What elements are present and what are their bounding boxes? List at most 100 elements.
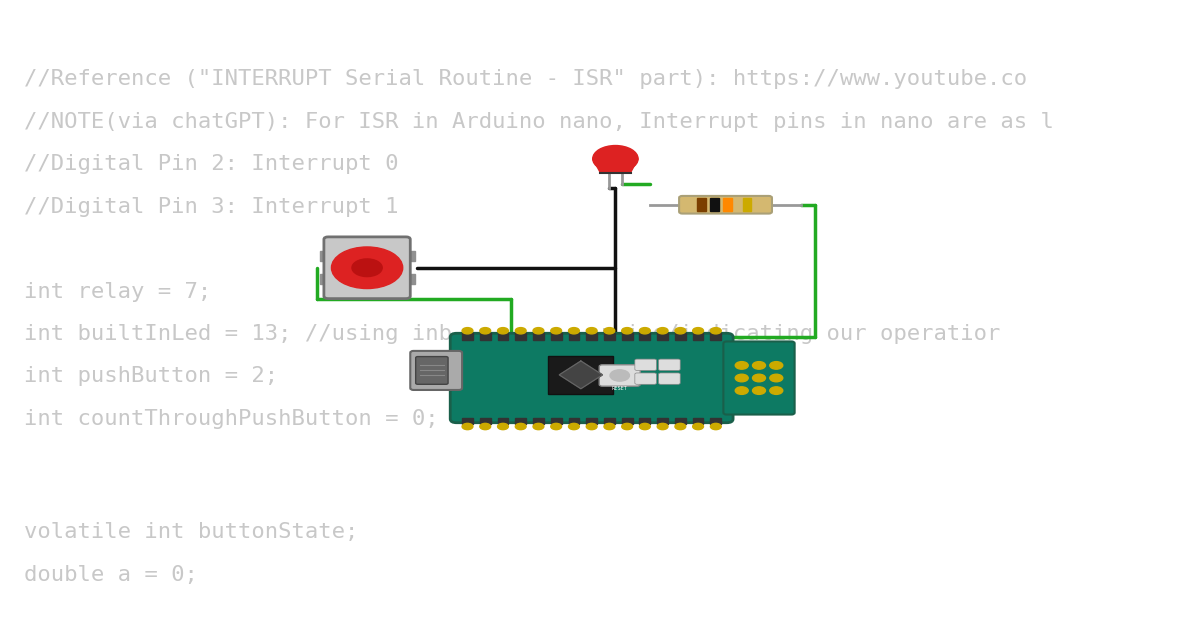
Bar <box>640 418 650 424</box>
FancyBboxPatch shape <box>635 359 656 370</box>
Text: //NOTE(via chatGPT): For ISR in Arduino nano, Interrupt pins in nano are as l: //NOTE(via chatGPT): For ISR in Arduino … <box>24 112 1054 132</box>
Bar <box>604 418 614 424</box>
Bar <box>710 198 719 211</box>
Text: int relay = 7;: int relay = 7; <box>24 282 211 302</box>
Circle shape <box>604 328 614 334</box>
Bar <box>480 418 491 424</box>
Circle shape <box>736 362 749 369</box>
Circle shape <box>674 423 685 430</box>
Bar <box>658 418 668 424</box>
Circle shape <box>551 423 562 430</box>
Circle shape <box>498 328 509 334</box>
Bar <box>674 333 685 340</box>
Bar <box>403 251 414 261</box>
FancyBboxPatch shape <box>410 351 462 390</box>
Circle shape <box>462 423 473 430</box>
Polygon shape <box>593 159 638 173</box>
Circle shape <box>640 423 650 430</box>
Circle shape <box>710 328 721 334</box>
FancyBboxPatch shape <box>659 359 680 370</box>
Circle shape <box>692 328 703 334</box>
Bar <box>622 418 632 424</box>
FancyBboxPatch shape <box>679 196 772 214</box>
Circle shape <box>515 423 526 430</box>
Bar <box>533 418 544 424</box>
Circle shape <box>770 387 782 394</box>
Circle shape <box>569 328 580 334</box>
Circle shape <box>752 374 766 382</box>
Circle shape <box>462 328 473 334</box>
Text: double a = 0;: double a = 0; <box>24 564 198 585</box>
FancyBboxPatch shape <box>659 373 680 384</box>
Circle shape <box>658 423 668 430</box>
Text: //Reference ("INTERRUPT Serial Routine - ISR" part): https://www.youtube.co: //Reference ("INTERRUPT Serial Routine -… <box>24 69 1027 89</box>
Circle shape <box>533 423 544 430</box>
Text: int pushButton = 2;: int pushButton = 2; <box>24 366 278 386</box>
Bar <box>319 274 330 284</box>
Bar <box>697 198 706 211</box>
Bar <box>640 333 650 340</box>
Bar <box>587 333 598 340</box>
Bar <box>674 418 685 424</box>
Bar <box>569 418 580 424</box>
Circle shape <box>752 387 766 394</box>
Text: //Digital Pin 3: Interrupt 1: //Digital Pin 3: Interrupt 1 <box>24 197 398 217</box>
Circle shape <box>498 423 509 430</box>
Bar <box>498 418 509 424</box>
FancyBboxPatch shape <box>450 333 733 423</box>
Circle shape <box>480 328 491 334</box>
Circle shape <box>569 423 580 430</box>
Ellipse shape <box>593 146 638 172</box>
FancyBboxPatch shape <box>599 365 641 386</box>
Circle shape <box>480 423 491 430</box>
Circle shape <box>604 423 614 430</box>
Bar <box>462 333 473 340</box>
Circle shape <box>352 259 383 277</box>
Circle shape <box>770 362 782 369</box>
Bar <box>548 356 613 394</box>
Bar <box>403 274 414 284</box>
Bar <box>551 418 562 424</box>
Bar <box>710 418 721 424</box>
FancyBboxPatch shape <box>635 373 656 384</box>
Circle shape <box>533 328 544 334</box>
Bar <box>710 333 721 340</box>
Bar <box>498 333 509 340</box>
Text: volatile int buttonState;: volatile int buttonState; <box>24 522 358 542</box>
Circle shape <box>551 328 562 334</box>
Text: //Digital Pin 2: Interrupt 0: //Digital Pin 2: Interrupt 0 <box>24 154 398 174</box>
Text: int builtInLed = 13; //using inb          erving/indicating our operatior: int builtInLed = 13; //using inb erving/… <box>24 324 1000 344</box>
Circle shape <box>610 370 630 381</box>
FancyBboxPatch shape <box>324 237 410 299</box>
Circle shape <box>752 362 766 369</box>
Bar <box>604 333 614 340</box>
Text: int countThroughPushButton = 0;: int countThroughPushButton = 0; <box>24 409 438 429</box>
Polygon shape <box>559 361 602 389</box>
Circle shape <box>622 423 632 430</box>
Circle shape <box>736 374 749 382</box>
Circle shape <box>587 423 598 430</box>
Text: RESET: RESET <box>612 386 628 391</box>
Circle shape <box>770 374 782 382</box>
Circle shape <box>710 423 721 430</box>
Bar <box>587 418 598 424</box>
Circle shape <box>331 247 403 289</box>
Bar <box>743 198 751 211</box>
Circle shape <box>587 328 598 334</box>
Bar <box>569 333 580 340</box>
Bar <box>515 418 526 424</box>
Bar <box>658 333 668 340</box>
FancyBboxPatch shape <box>415 357 448 384</box>
Bar <box>724 198 732 211</box>
Circle shape <box>674 328 685 334</box>
Bar <box>692 333 703 340</box>
Bar <box>692 418 703 424</box>
Circle shape <box>692 423 703 430</box>
Circle shape <box>736 387 749 394</box>
Circle shape <box>515 328 526 334</box>
FancyBboxPatch shape <box>724 341 794 415</box>
Bar <box>319 251 330 261</box>
Bar <box>480 333 491 340</box>
Bar <box>551 333 562 340</box>
Bar <box>622 333 632 340</box>
